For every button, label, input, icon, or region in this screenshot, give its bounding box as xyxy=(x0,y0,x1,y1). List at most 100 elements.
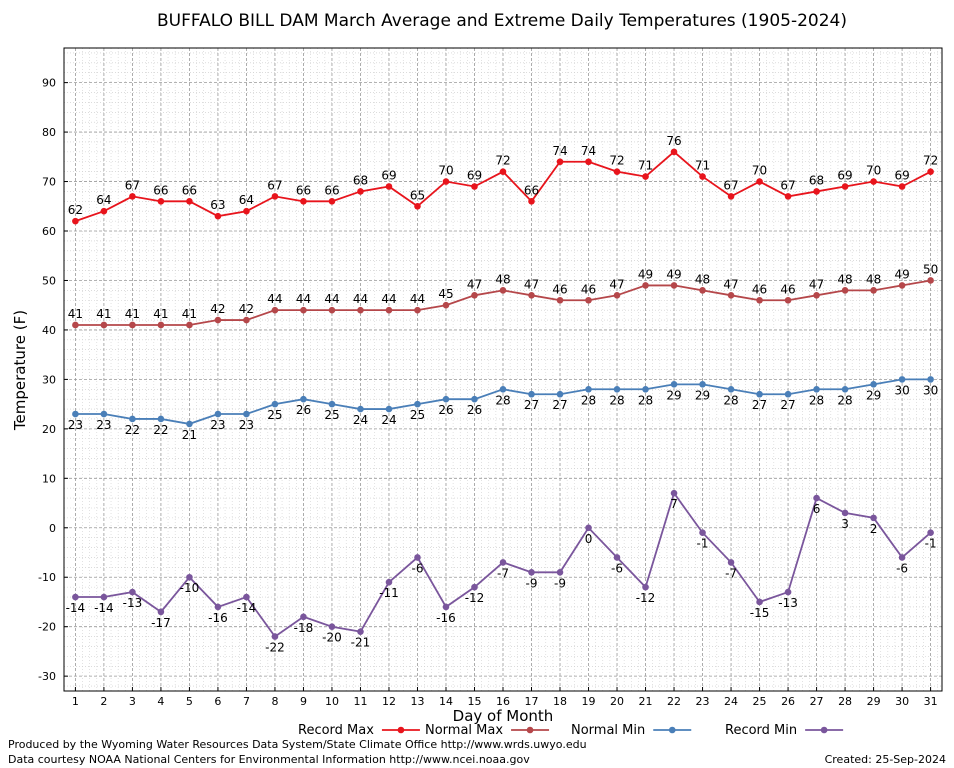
legend-label: Record Max xyxy=(298,723,374,738)
record-min-point xyxy=(471,583,478,591)
normal-min-point xyxy=(841,385,849,393)
normal-min-data-label: 22 xyxy=(153,423,168,437)
record-max-point xyxy=(300,198,307,205)
footer-credit: Produced by the Wyoming Water Resources … xyxy=(8,738,587,751)
record-min-point xyxy=(898,554,906,561)
normal-max-data-label: 41 xyxy=(68,307,83,321)
record-max-data-label: 64 xyxy=(96,193,111,207)
normal-min-series: 23 23 22 22 21 23 23 25 26 25 24 24 25 26 26 28 27 27 28 28… xyxy=(68,376,938,442)
record-max-point xyxy=(784,193,792,200)
record-max-point xyxy=(129,193,136,200)
normal-max-data-label: 49 xyxy=(638,267,653,281)
normal-min-point xyxy=(670,381,678,388)
normal-min-point xyxy=(898,376,906,383)
normal-min-data-label: 27 xyxy=(552,398,567,412)
record-max-data-label: 72 xyxy=(495,154,510,168)
record-min-data-label: -11 xyxy=(379,586,399,600)
record-max-point xyxy=(499,168,507,175)
normal-min-data-label: 28 xyxy=(837,393,852,407)
record-max-data-label: 71 xyxy=(638,159,653,173)
record-max-data-label: 67 xyxy=(780,178,795,192)
normal-max-data-label: 41 xyxy=(96,307,111,321)
normal-min-point xyxy=(642,385,649,393)
normal-min-point xyxy=(214,410,222,418)
normal-max-point xyxy=(72,321,79,329)
normal-max-point xyxy=(585,296,592,304)
normal-max-data-label: 44 xyxy=(381,292,396,306)
normal-min-data-label: 24 xyxy=(353,413,368,427)
y-tick-label: 90 xyxy=(42,77,56,90)
record-min-point xyxy=(699,529,706,537)
x-tick-label: 3 xyxy=(129,695,136,708)
record-min-point xyxy=(129,588,136,596)
record-max-point xyxy=(613,168,621,175)
normal-max-data-label: 44 xyxy=(296,292,311,306)
record-min-data-label: -13 xyxy=(123,596,143,610)
record-max-data-label: 72 xyxy=(923,154,938,168)
normal-max-point xyxy=(699,287,706,294)
normal-max-data-label: 48 xyxy=(837,272,852,286)
record-min-data-label: -15 xyxy=(750,606,770,620)
y-tick-label: -30 xyxy=(38,670,56,683)
record-min-data-label: -7 xyxy=(725,566,737,580)
normal-min-data-label: 30 xyxy=(894,383,909,397)
normal-max-data-label: 46 xyxy=(552,282,567,296)
x-tick-label: 1 xyxy=(72,695,79,708)
normal-min-point xyxy=(300,395,307,403)
x-tick-label: 2 xyxy=(100,695,107,708)
x-tick-label: 31 xyxy=(924,695,938,708)
x-tick-label: 8 xyxy=(271,695,278,708)
normal-max-data-label: 42 xyxy=(210,302,225,316)
normal-min-data-label: 23 xyxy=(96,418,111,432)
record-min-point xyxy=(414,554,421,561)
record-max-data-label: 62 xyxy=(68,203,83,217)
record-min-data-label: -14 xyxy=(94,601,114,615)
x-tick-label: 27 xyxy=(810,695,824,708)
record-min-point xyxy=(442,603,450,611)
record-min-data-label: -17 xyxy=(151,616,171,630)
record-max-point xyxy=(927,168,934,175)
record-min-data-label: 2 xyxy=(870,522,878,536)
y-tick-label: -20 xyxy=(38,621,56,634)
normal-min-point xyxy=(243,410,250,418)
record-min-data-label: -1 xyxy=(925,537,937,551)
record-max-point xyxy=(585,158,592,166)
normal-max-data-label: 48 xyxy=(495,272,510,286)
legend-entry-normal-max: Normal Max xyxy=(425,723,550,738)
y-tick-label: 60 xyxy=(42,225,56,238)
record-min-data-label: 0 xyxy=(585,532,593,546)
normal-min-point xyxy=(613,385,621,393)
record-max-data-label: 68 xyxy=(353,173,368,187)
normal-max-data-label: 47 xyxy=(609,277,624,291)
y-tick-label: -10 xyxy=(38,571,56,584)
x-tick-label: 18 xyxy=(553,695,567,708)
x-tick-label: 17 xyxy=(525,695,539,708)
normal-min-point xyxy=(756,390,763,398)
record-max-point xyxy=(328,198,336,205)
record-min-point xyxy=(271,633,279,640)
x-tick-label: 24 xyxy=(724,695,738,708)
normal-max-point xyxy=(613,292,621,299)
record-min-point xyxy=(784,588,792,596)
normal-max-point xyxy=(357,306,364,314)
record-max-point xyxy=(756,178,763,185)
y-tick-label: 20 xyxy=(42,423,56,436)
normal-max-data-label: 49 xyxy=(894,267,909,281)
legend-label: Normal Max xyxy=(425,723,503,738)
chart-title: BUFFALO BILL DAM March Average and Extre… xyxy=(157,11,847,31)
record-min-point xyxy=(613,554,621,561)
record-max-data-label: 74 xyxy=(552,144,567,158)
normal-min-point xyxy=(813,385,820,393)
normal-min-point xyxy=(72,410,79,418)
record-max-point xyxy=(157,198,165,205)
record-max-point xyxy=(727,193,735,200)
x-tick-label: 28 xyxy=(838,695,852,708)
record-min-data-label: -12 xyxy=(465,591,485,605)
record-max-data-label: 72 xyxy=(609,154,624,168)
y-tick-label: 30 xyxy=(42,373,56,386)
normal-max-point xyxy=(499,287,507,294)
record-min-point xyxy=(72,593,79,601)
record-min-point xyxy=(870,514,877,522)
x-tick-label: 14 xyxy=(439,695,453,708)
